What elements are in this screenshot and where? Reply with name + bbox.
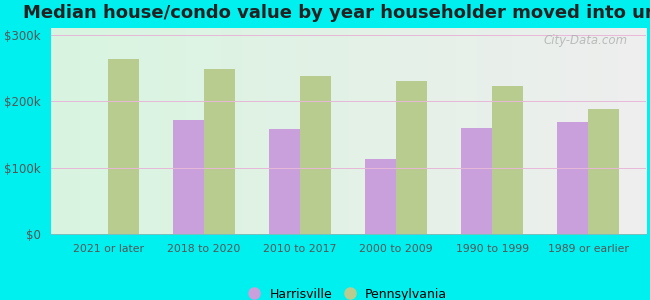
Bar: [558, 122, 588, 234]
Legend: Harrisville, Pennsylvania: Harrisville, Pennsylvania: [244, 283, 452, 300]
Bar: [174, 120, 204, 234]
Bar: [365, 159, 396, 234]
Bar: [108, 59, 139, 234]
Bar: [492, 86, 523, 234]
Text: City-Data.com: City-Data.com: [544, 34, 628, 47]
Bar: [462, 128, 492, 234]
Bar: [396, 81, 427, 234]
Bar: [204, 69, 235, 234]
Bar: [300, 76, 331, 234]
Bar: [270, 129, 300, 234]
Bar: [588, 109, 619, 234]
Title: Median house/condo value by year householder moved into unit: Median house/condo value by year househo…: [23, 4, 650, 22]
